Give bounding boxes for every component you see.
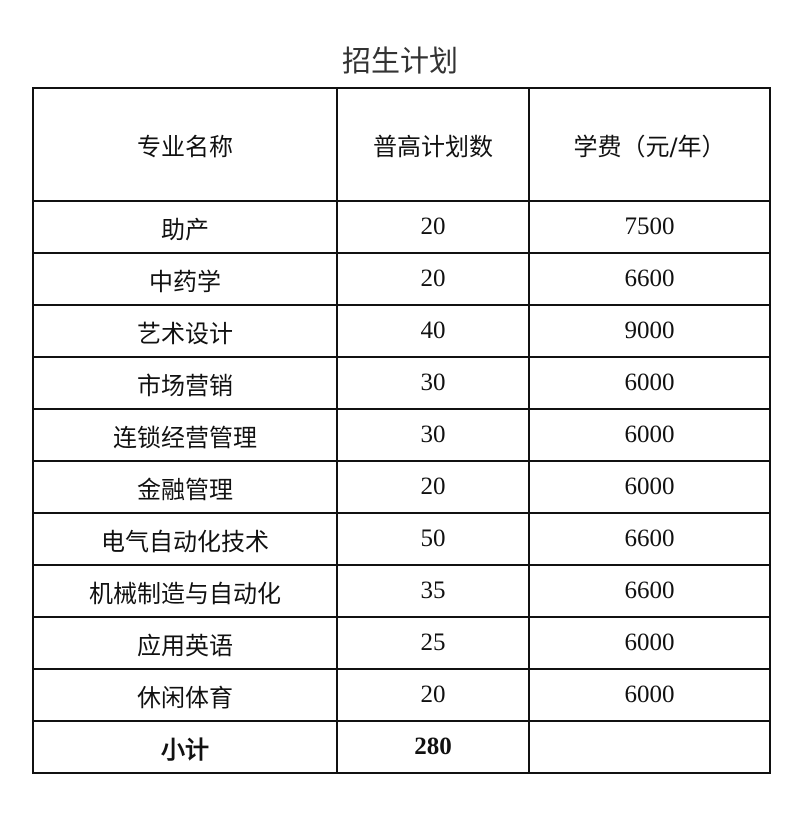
quota-cell: 30 (336, 356, 530, 410)
total-fee (528, 720, 771, 774)
quota-cell: 20 (336, 668, 530, 722)
major-cell: 艺术设计 (32, 304, 338, 358)
major-cell: 休闲体育 (32, 668, 338, 722)
major-cell: 电气自动化技术 (32, 512, 338, 566)
fee-cell: 6000 (528, 460, 771, 514)
table-row: 中药学 20 6600 (32, 252, 771, 306)
table-row: 金融管理 20 6000 (32, 460, 771, 514)
quota-cell: 50 (336, 512, 530, 566)
quota-cell: 40 (336, 304, 530, 358)
page-title: 招生计划 (341, 44, 458, 78)
fee-cell: 6600 (528, 252, 771, 306)
quota-cell: 20 (336, 460, 530, 514)
table-row: 应用英语 25 6000 (32, 616, 771, 670)
table-row: 助产 20 7500 (32, 200, 771, 254)
major-cell: 机械制造与自动化 (32, 564, 338, 618)
table-row: 连锁经营管理 30 6000 (32, 408, 771, 462)
enrollment-table: 专业名称 普高计划数 学费（元/年） 助产 20 7500 中药学 20 6600 艺术设计… (32, 87, 771, 774)
header-major: 专业名称 (32, 87, 338, 202)
total-row: 小计 280 (32, 720, 771, 774)
total-quota: 280 (336, 720, 530, 774)
major-cell: 中药学 (32, 252, 338, 306)
fee-cell: 7500 (528, 200, 771, 254)
header-fee: 学费（元/年） (528, 87, 771, 202)
quota-cell: 20 (336, 252, 530, 306)
major-cell: 连锁经营管理 (32, 408, 338, 462)
major-cell: 应用英语 (32, 616, 338, 670)
fee-cell: 6600 (528, 512, 771, 566)
quota-cell: 25 (336, 616, 530, 670)
total-label: 小计 (32, 720, 338, 774)
table-row: 市场营销 30 6000 (32, 356, 771, 410)
fee-cell: 6600 (528, 564, 771, 618)
quota-cell: 30 (336, 408, 530, 462)
major-cell: 市场营销 (32, 356, 338, 410)
header-quota: 普高计划数 (336, 87, 530, 202)
table-row: 休闲体育 20 6000 (32, 668, 771, 722)
table-row: 机械制造与自动化 35 6600 (32, 564, 771, 618)
fee-cell: 9000 (528, 304, 771, 358)
major-cell: 金融管理 (32, 460, 338, 514)
table-row: 艺术设计 40 9000 (32, 304, 771, 358)
fee-cell: 6000 (528, 668, 771, 722)
quota-cell: 20 (336, 200, 530, 254)
fee-cell: 6000 (528, 408, 771, 462)
major-cell: 助产 (32, 200, 338, 254)
table-row: 电气自动化技术 50 6600 (32, 512, 771, 566)
quota-cell: 35 (336, 564, 530, 618)
fee-cell: 6000 (528, 616, 771, 670)
fee-cell: 6000 (528, 356, 771, 410)
header-row: 专业名称 普高计划数 学费（元/年） (32, 87, 771, 202)
